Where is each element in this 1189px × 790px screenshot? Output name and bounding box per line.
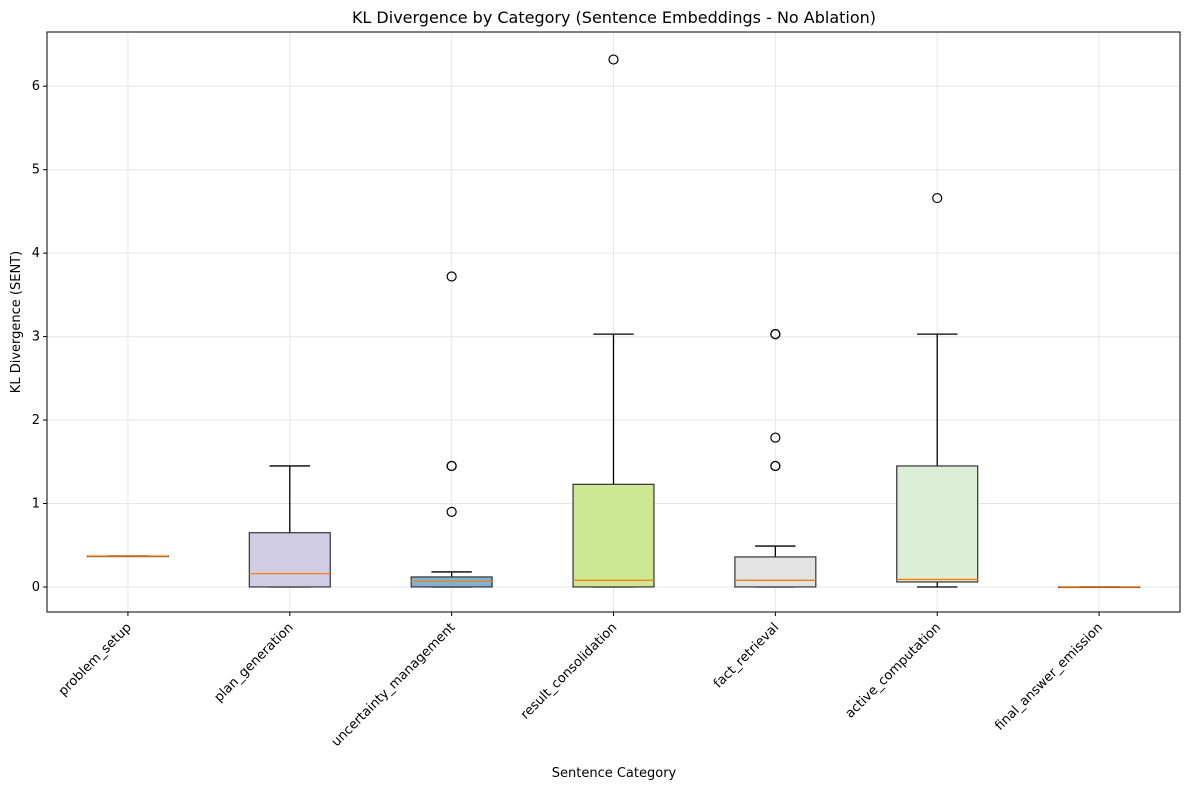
outlier-point [446,506,457,517]
box-iqr [734,556,817,588]
y-tick-label: 0 [32,580,40,595]
y-axis: 0 1 2 3 4 5 6 [32,79,47,595]
y-tick-label: 3 [32,330,40,345]
box-plan-generation [248,465,331,588]
outlier-point [446,271,457,282]
box-iqr [572,483,655,588]
outlier-point [932,192,943,204]
box-iqr [248,532,331,588]
box-series [86,54,1141,589]
outlier-point [446,460,457,472]
outlier-point [770,432,781,443]
box-uncertainty-management [410,271,493,588]
box-active-computation [896,192,979,588]
box-iqr [896,465,979,583]
chart-title: KL Divergence by Category (Sentence Embe… [352,8,876,27]
box-iqr [410,576,493,588]
y-tick-label: 6 [32,79,40,94]
box-problem-setup [86,555,169,558]
box-fact-retrieval [734,329,817,588]
y-tick-label: 5 [32,163,40,178]
outlier-point [608,54,619,65]
box-result-consolidation [572,54,655,588]
grid-lines [47,32,1180,612]
box-final-answer-emission [1058,586,1141,589]
outlier-point [770,460,781,472]
x-axis-label: Sentence Category [552,766,677,781]
y-tick-label: 2 [32,413,40,428]
y-tick-label: 4 [32,246,40,261]
y-tick-label: 1 [32,497,40,512]
y-axis-label: KL Divergence (SENT) [9,251,24,393]
outlier-point [770,329,781,340]
